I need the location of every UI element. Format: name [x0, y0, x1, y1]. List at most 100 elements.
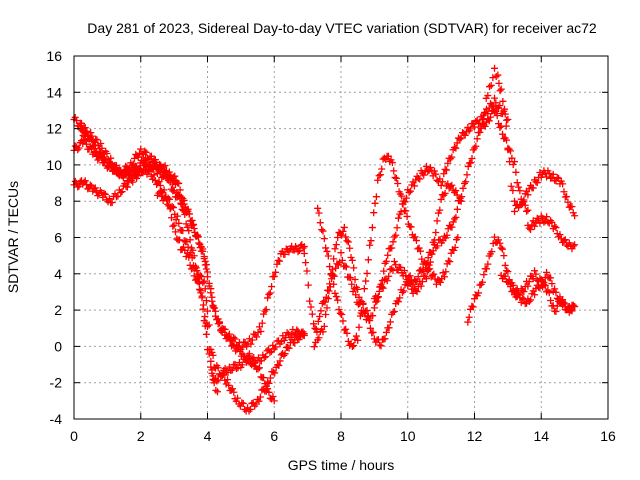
y-tick-label: 2	[54, 302, 62, 318]
data-point	[276, 357, 284, 365]
data-point	[230, 334, 238, 342]
x-tick-label: 8	[337, 428, 345, 444]
data-point	[150, 171, 158, 179]
data-point	[255, 397, 263, 405]
series-track-7	[314, 152, 462, 350]
data-point	[330, 255, 338, 263]
data-point	[339, 317, 347, 325]
data-point	[332, 264, 340, 272]
data-point	[388, 244, 396, 252]
data-point	[436, 206, 444, 214]
data-point	[511, 197, 519, 205]
data-point	[266, 289, 274, 297]
data-point	[165, 202, 173, 210]
data-point	[466, 125, 474, 133]
data-point	[552, 224, 560, 232]
data-point	[299, 331, 307, 339]
data-point	[141, 147, 149, 155]
data-point	[496, 239, 504, 247]
data-point	[312, 338, 320, 346]
data-point	[122, 162, 130, 170]
data-point	[361, 309, 369, 317]
data-point	[205, 350, 213, 358]
data-point	[283, 329, 291, 337]
data-point	[117, 189, 125, 197]
data-point	[533, 179, 541, 187]
data-point	[329, 271, 337, 279]
data-point	[343, 329, 351, 337]
data-point	[271, 369, 279, 377]
data-point	[274, 361, 282, 369]
data-point	[190, 252, 198, 260]
data-point	[406, 187, 414, 195]
data-point	[381, 335, 389, 343]
data-point	[79, 139, 87, 147]
data-point	[504, 116, 512, 124]
data-point	[129, 178, 137, 186]
y-axis-label: SDTVAR / TECUs	[5, 181, 21, 293]
data-point	[571, 302, 579, 310]
data-point	[295, 246, 303, 254]
series-track-8	[310, 180, 465, 351]
data-point	[123, 183, 131, 191]
data-point	[367, 237, 375, 245]
data-point	[352, 291, 360, 299]
data-point	[364, 313, 372, 321]
data-point	[503, 136, 511, 144]
data-point	[218, 372, 226, 380]
data-point	[300, 330, 308, 338]
data-point	[161, 194, 169, 202]
data-point	[532, 270, 540, 278]
data-point	[378, 165, 386, 173]
y-tick-label: 4	[54, 266, 62, 282]
data-point	[489, 74, 497, 82]
data-point	[189, 220, 197, 228]
data-point	[192, 232, 200, 240]
data-point	[253, 333, 261, 341]
data-point	[366, 241, 374, 249]
data-point	[531, 267, 539, 275]
data-point	[547, 297, 555, 305]
data-point	[400, 267, 408, 275]
data-point	[373, 294, 381, 302]
data-point	[262, 353, 270, 361]
data-point	[492, 99, 500, 107]
data-point	[416, 175, 424, 183]
data-point	[258, 319, 266, 327]
data-point	[179, 207, 187, 215]
data-point	[294, 248, 302, 256]
data-point	[436, 278, 444, 286]
data-point	[331, 289, 339, 297]
data-point	[448, 153, 456, 161]
data-point	[153, 161, 161, 169]
data-point	[197, 287, 205, 295]
data-point	[400, 287, 408, 295]
data-point	[323, 247, 331, 255]
data-point	[484, 260, 492, 268]
data-point	[377, 342, 385, 350]
data-point	[234, 394, 242, 402]
data-point	[453, 205, 461, 213]
y-tick-label: 10	[46, 157, 62, 173]
data-point	[88, 132, 96, 140]
data-point	[202, 330, 210, 338]
series-track-5	[153, 187, 222, 396]
data-point	[229, 341, 237, 349]
data-point	[337, 249, 345, 257]
data-point	[385, 272, 393, 280]
data-point	[93, 136, 101, 144]
data-point	[531, 291, 539, 299]
data-point	[71, 142, 79, 150]
data-point	[228, 366, 236, 374]
data-point	[452, 213, 460, 221]
data-point	[461, 131, 469, 139]
data-point	[547, 274, 555, 282]
data-point	[325, 287, 333, 295]
data-point	[342, 233, 350, 241]
data-point	[187, 265, 195, 273]
data-point	[201, 257, 209, 265]
data-point	[314, 317, 322, 325]
data-point	[450, 215, 458, 223]
data-point	[352, 332, 360, 340]
data-point	[491, 108, 499, 116]
